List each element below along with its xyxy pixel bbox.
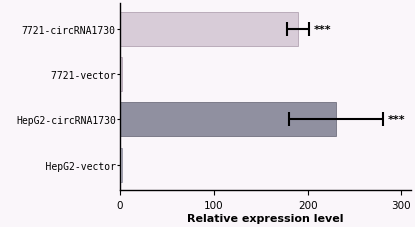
X-axis label: Relative expression level: Relative expression level <box>187 213 344 223</box>
Text: ***: *** <box>387 115 405 125</box>
Text: ***: *** <box>314 25 332 35</box>
Bar <box>120 58 122 92</box>
Bar <box>120 103 336 137</box>
Bar <box>120 148 122 182</box>
Bar <box>120 13 298 47</box>
